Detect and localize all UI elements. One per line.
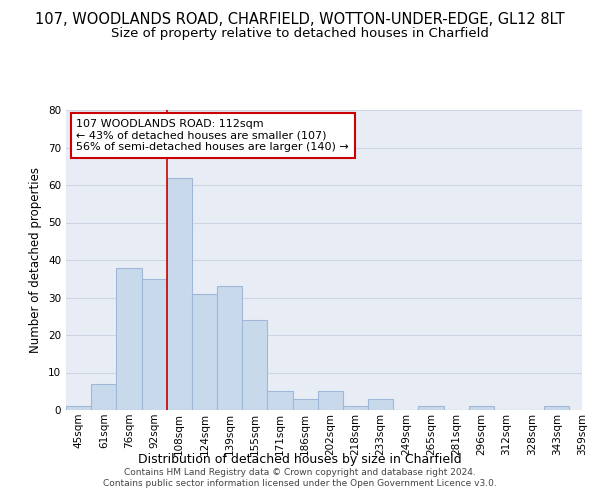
Bar xyxy=(142,279,167,410)
Bar xyxy=(368,399,393,410)
Bar xyxy=(293,399,318,410)
Bar xyxy=(116,268,142,410)
Bar xyxy=(66,406,91,410)
Text: 107 WOODLANDS ROAD: 112sqm
← 43% of detached houses are smaller (107)
56% of sem: 107 WOODLANDS ROAD: 112sqm ← 43% of deta… xyxy=(76,119,349,152)
Bar xyxy=(469,406,494,410)
Bar xyxy=(544,406,569,410)
Bar xyxy=(167,178,192,410)
Bar xyxy=(268,391,293,410)
Text: Size of property relative to detached houses in Charfield: Size of property relative to detached ho… xyxy=(111,28,489,40)
Bar xyxy=(192,294,217,410)
Bar xyxy=(318,391,343,410)
Y-axis label: Number of detached properties: Number of detached properties xyxy=(29,167,43,353)
Bar xyxy=(343,406,368,410)
Bar xyxy=(217,286,242,410)
Bar xyxy=(418,406,443,410)
Text: Contains HM Land Registry data © Crown copyright and database right 2024.
Contai: Contains HM Land Registry data © Crown c… xyxy=(103,468,497,487)
Text: Distribution of detached houses by size in Charfield: Distribution of detached houses by size … xyxy=(138,452,462,466)
Bar xyxy=(242,320,268,410)
Text: 107, WOODLANDS ROAD, CHARFIELD, WOTTON-UNDER-EDGE, GL12 8LT: 107, WOODLANDS ROAD, CHARFIELD, WOTTON-U… xyxy=(35,12,565,28)
Bar xyxy=(91,384,116,410)
